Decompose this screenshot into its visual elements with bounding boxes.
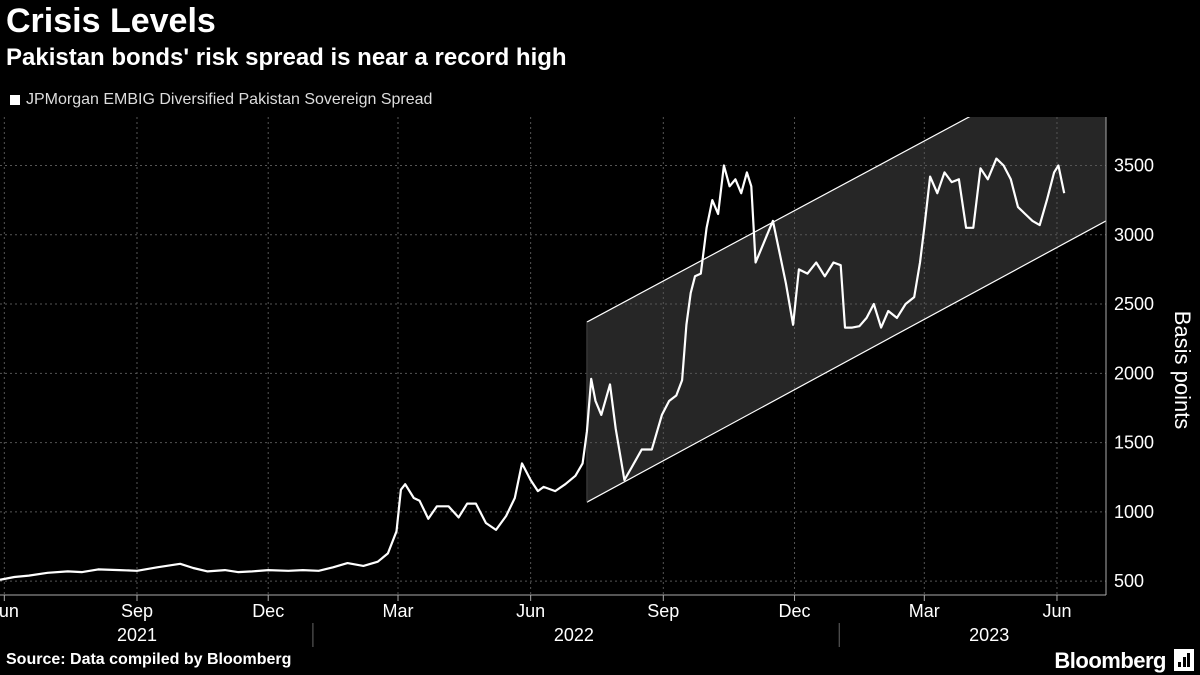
channel-upper-line bbox=[586, 117, 971, 323]
x-tick-label: Sep bbox=[121, 601, 153, 621]
legend-label: JPMorgan EMBIG Diversified Pakistan Sove… bbox=[26, 91, 433, 108]
y-tick-label: 2500 bbox=[1114, 294, 1154, 314]
bar-chart-icon bbox=[1174, 649, 1194, 671]
y-tick-label: 3500 bbox=[1114, 155, 1154, 175]
year-label: 2023 bbox=[969, 625, 1009, 645]
y-tick-label: 500 bbox=[1114, 571, 1144, 591]
y-tick-label: 1000 bbox=[1114, 502, 1154, 522]
channel-band bbox=[586, 117, 1106, 503]
x-tick-label: Jun bbox=[516, 601, 545, 621]
year-label: 2021 bbox=[117, 625, 157, 645]
legend-swatch bbox=[10, 95, 20, 105]
x-tick-label: Mar bbox=[909, 601, 940, 621]
channel-lines bbox=[586, 117, 1106, 503]
x-tick-label: Dec bbox=[779, 601, 811, 621]
legend: JPMorgan EMBIG Diversified Pakistan Sove… bbox=[10, 91, 432, 109]
series-lines bbox=[0, 157, 1066, 581]
channel-fill bbox=[586, 117, 1106, 503]
y-tick-label: 1500 bbox=[1114, 433, 1154, 453]
chart-subtitle: Pakistan bonds' risk spread is near a re… bbox=[6, 44, 567, 71]
x-tick-label: Jun bbox=[0, 601, 19, 621]
y-axis-label: Basis points bbox=[1170, 311, 1195, 430]
gridlines bbox=[0, 117, 1106, 595]
source-note: Source: Data compiled by Bloomberg bbox=[6, 651, 292, 668]
x-tick-label: Sep bbox=[647, 601, 679, 621]
x-tick-label: Mar bbox=[382, 601, 413, 621]
channel-lower-line bbox=[586, 220, 1106, 503]
y-tick-label: 2000 bbox=[1114, 363, 1154, 383]
x-tick-label: Jun bbox=[1042, 601, 1071, 621]
axes: 500 1000 1500 2000 2500 3000 3500 Jun Sep Dec Mar J… bbox=[0, 117, 1154, 647]
year-label: 2022 bbox=[554, 625, 594, 645]
y-tick-label: 3000 bbox=[1114, 225, 1154, 245]
series-line bbox=[0, 157, 1066, 581]
x-tick-label: Dec bbox=[252, 601, 284, 621]
brand-logo: Bloomberg bbox=[1054, 648, 1166, 673]
chart-title: Crisis Levels bbox=[6, 2, 216, 40]
